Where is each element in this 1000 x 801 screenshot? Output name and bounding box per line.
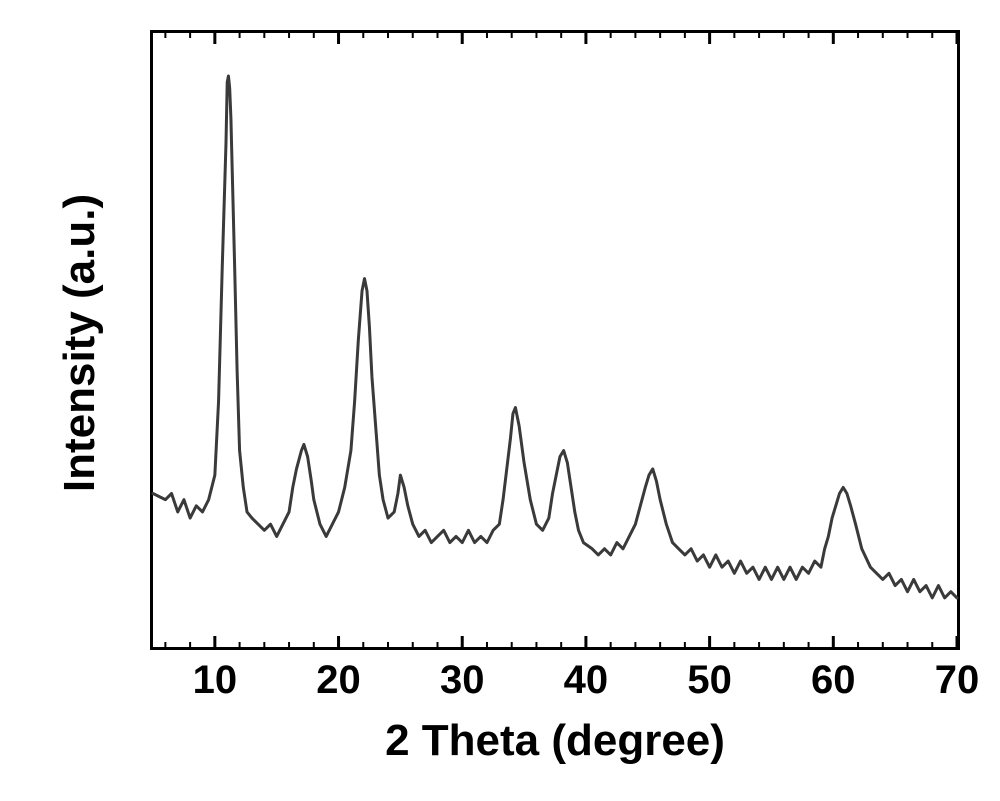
x-tick-label: 30 [440,658,485,703]
xrd-intensity-line [153,76,957,598]
x-tick-label: 70 [935,658,980,703]
x-tick-label: 20 [316,658,361,703]
x-tick-label: 60 [811,658,856,703]
x-tick-label: 10 [193,658,238,703]
x-tick-label: 50 [687,658,732,703]
xrd-figure: Intensity (a.u.) 2 Theta (degree) 10 20 30… [0,0,1000,801]
y-axis-label: Intensity (a.u.) [55,143,105,543]
x-axis-label: 2 Theta (degree) [355,716,755,766]
x-tick-label: 40 [564,658,609,703]
